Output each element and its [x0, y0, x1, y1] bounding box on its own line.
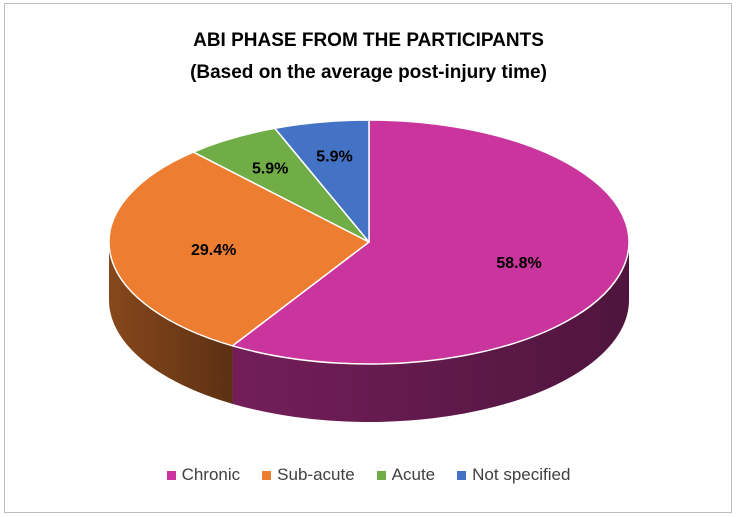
- legend-swatch: [376, 470, 386, 480]
- pie-side-shading: [232, 242, 629, 422]
- legend: Chronic Sub-acute Acute Not specified: [0, 465, 737, 485]
- legend-item-not-specified: Not specified: [457, 465, 570, 485]
- pie-labels: 58.8% 29.4% 5.9% 5.9%: [191, 149, 542, 272]
- legend-item-acute: Acute: [376, 465, 436, 485]
- pie-side-shading: [108, 242, 233, 404]
- legend-label: Sub-acute: [277, 465, 355, 484]
- data-label-acute: 5.9%: [252, 160, 288, 177]
- pie-slice-not-specified: [274, 119, 370, 243]
- pie-sides: [108, 242, 629, 422]
- pie-tops: [108, 119, 630, 365]
- data-label-not-specified: 5.9%: [316, 149, 352, 166]
- legend-swatch: [262, 470, 272, 480]
- data-label-chronic: 58.8%: [496, 255, 541, 272]
- legend-label: Acute: [391, 465, 436, 484]
- legend-label: Not specified: [472, 465, 571, 484]
- legend-label: Chronic: [181, 465, 241, 484]
- legend-swatch: [166, 470, 176, 480]
- chart-subtitle: (Based on the average post-injury time): [190, 62, 547, 83]
- pie-slice-chronic: [231, 119, 630, 365]
- legend-item-sub-acute: Sub-acute: [262, 465, 355, 485]
- pie-slice-sub-acute: [108, 151, 370, 347]
- chart-title: ABI PHASE FROM THE PARTICIPANTS: [193, 30, 544, 51]
- legend-swatch: [457, 470, 467, 480]
- data-label-sub-acute: 29.4%: [191, 242, 236, 259]
- legend-item-chronic: Chronic: [166, 465, 241, 485]
